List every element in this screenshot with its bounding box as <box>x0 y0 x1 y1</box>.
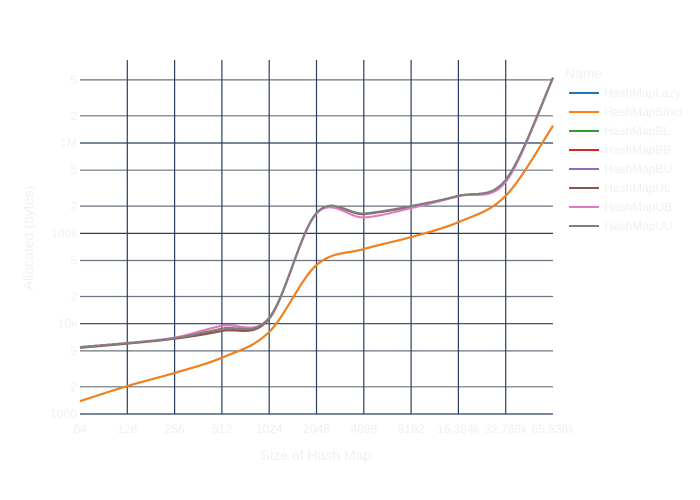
x-tick-label: 512 <box>212 422 232 436</box>
legend-item-hashmapbb[interactable]: HashMapBB <box>569 143 671 157</box>
y-tick-label: 10k <box>58 317 78 331</box>
series-lines <box>79 77 554 403</box>
legend-item-hashmapstrict[interactable]: HashMapStrict <box>569 105 683 119</box>
series-line-hashmapuu <box>79 77 554 349</box>
y-axis-ticks: 1000 2 5 10k 2 5 100k 2 5 1M 2 5 <box>50 73 78 421</box>
y-tick-label: 2 <box>70 199 77 213</box>
y-tick-label: 5 <box>70 254 77 268</box>
legend-item-hashmaplazy[interactable]: HashMapLazy <box>569 86 681 100</box>
x-axis-ticks: 64 128 256 512 1024 2048 4096 8192 16.384k 32.768… <box>73 422 575 436</box>
legend-label: HashMapUB <box>604 200 672 214</box>
x-tick-label: 16.384k <box>437 422 481 436</box>
y-tick-label: 5 <box>70 163 77 177</box>
legend-item-hashmapbl[interactable]: HashMapBL <box>569 124 670 138</box>
y-tick-label: 100k <box>51 226 78 240</box>
y-tick-label: 5 <box>70 73 77 87</box>
series-line-hashmapstrict <box>79 125 554 403</box>
legend-label: HashMapStrict <box>604 105 683 119</box>
legend-label: HashMapLazy <box>604 86 681 100</box>
y-tick-label: 5 <box>70 344 77 358</box>
x-tick-label: 4096 <box>350 422 377 436</box>
x-tick-label: 8192 <box>398 422 425 436</box>
legend-title: Name <box>565 65 603 81</box>
legend-label: HashMapBB <box>604 143 671 157</box>
x-tick-label: 2048 <box>303 422 330 436</box>
grid <box>80 60 553 415</box>
legend: Name HashMapLazy HashMapStrict HashMapBL Ha… <box>565 65 683 233</box>
legend-item-hashmapuu[interactable]: HashMapUU <box>569 219 673 233</box>
legend-label: HashMapUU <box>604 219 673 233</box>
x-tick-label: 64 <box>73 422 87 436</box>
x-tick-label: 32.768k <box>484 422 528 436</box>
y-axis-title: Allocated (bytes) <box>20 186 36 290</box>
legend-label: HashMapBU <box>604 162 672 176</box>
y-tick-label: 2 <box>70 289 77 303</box>
x-tick-label: 256 <box>165 422 185 436</box>
y-tick-label: 2 <box>70 109 77 123</box>
x-axis-title: Size of Hash Map <box>261 447 372 463</box>
y-tick-label: 2 <box>70 380 77 394</box>
legend-item-hashmapub[interactable]: HashMapUB <box>569 200 672 214</box>
x-tick-label: 128 <box>117 422 137 436</box>
y-tick-label: 1M <box>60 136 77 150</box>
x-tick-label: 1024 <box>256 422 283 436</box>
legend-label: HashMapBL <box>604 124 670 138</box>
legend-item-hashmapbu[interactable]: HashMapBU <box>569 162 672 176</box>
legend-item-hashmapul[interactable]: HashMapUL <box>569 181 671 195</box>
legend-label: HashMapUL <box>604 181 671 195</box>
x-tick-label: 65.536k <box>532 422 576 436</box>
y-tick-label: 1000 <box>50 407 77 421</box>
